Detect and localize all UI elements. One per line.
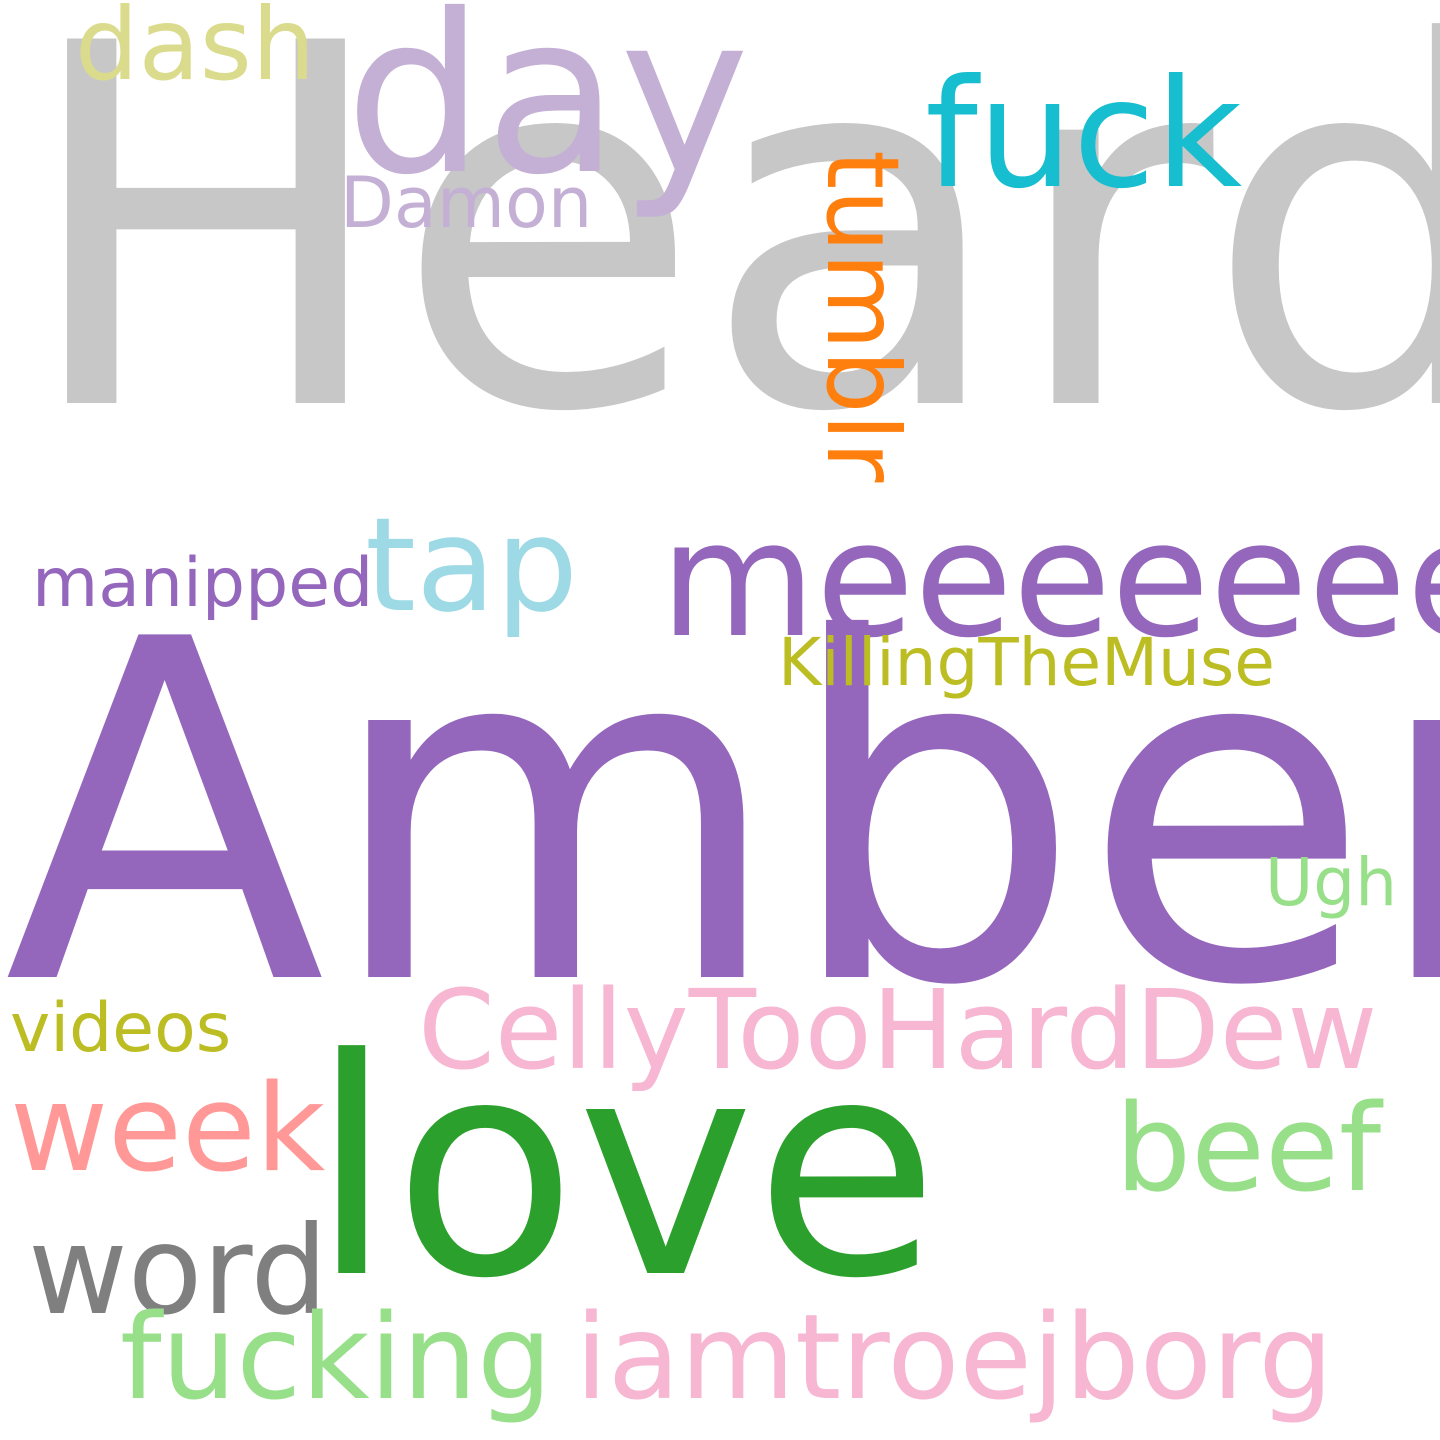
word-videos: videos: [10, 989, 232, 1068]
word-fucking: fucking: [120, 1288, 553, 1426]
word-meeeeeee: meeeeeee: [660, 486, 1440, 673]
word-dash: dash: [75, 0, 316, 103]
word-damon: Damon: [340, 162, 593, 244]
word-tumblr: tumblr: [804, 150, 921, 483]
word-word: word: [28, 1200, 328, 1342]
word-love: love: [310, 995, 940, 1344]
word-fuck: fuck: [925, 48, 1243, 222]
word-killingthemuse: KillingTheMuse: [778, 624, 1275, 701]
word-amber: Amber: [4, 541, 1440, 1088]
word-manipped: manipped: [32, 544, 374, 623]
word-beef: beef: [1115, 1080, 1382, 1219]
word-cellytoohard: CellyTooHardDew: [418, 966, 1378, 1094]
word-week: week: [10, 1060, 326, 1199]
word-tap: tap: [365, 489, 579, 641]
word-day: day: [345, 0, 750, 223]
word-iamtroejborg: iamtroejborg: [575, 1288, 1334, 1426]
word-heard: Heard: [18, 0, 1440, 521]
word-ugh: Ugh: [1265, 844, 1398, 921]
